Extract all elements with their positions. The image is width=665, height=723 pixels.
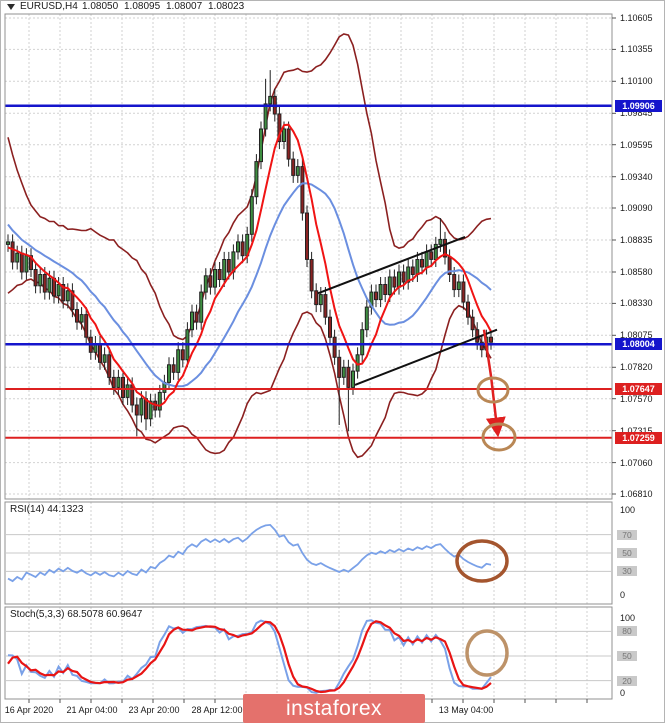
price-tick-label: 1.08330 xyxy=(620,298,653,309)
time-tick-label[interactable]: 21 Apr 04:00 xyxy=(66,705,118,715)
price-tick-label: 1.08580 xyxy=(620,266,653,277)
rsi-line[interactable] xyxy=(7,523,492,583)
price-tick-label: 1.10605 xyxy=(620,13,653,23)
time-tick-label[interactable]: 13 May 04:00 xyxy=(438,705,494,715)
time-tick-label[interactable]: 28 Apr 12:00 xyxy=(191,705,243,715)
quote-close: 1.08023 xyxy=(208,1,245,12)
price-tag-1.09906: 1.09906 xyxy=(615,99,662,112)
rsi-indicator-label: RSI(14) 44.1323 xyxy=(10,504,84,515)
time-tick-label[interactable]: 23 Apr 20:00 xyxy=(128,705,180,715)
rsi-level-label-100: 100 xyxy=(620,505,636,515)
panel-borders xyxy=(4,13,613,700)
trendline-upper[interactable] xyxy=(317,235,466,295)
rsi-level-label-0: 0 xyxy=(620,590,626,600)
price-tick-label: 1.09090 xyxy=(620,203,653,214)
stoch-ellipse[interactable] xyxy=(465,629,509,677)
price-tick-label: 1.07315 xyxy=(620,425,653,436)
rsi-level-chip-70: 70 xyxy=(617,529,637,540)
stoch-level-label-0: 0 xyxy=(620,688,626,698)
rsi-level-lines xyxy=(6,534,611,572)
stoch-level-label-100: 100 xyxy=(620,613,636,623)
price-tick-label: 1.10100 xyxy=(620,76,653,87)
price-tick-label: 1.07060 xyxy=(620,457,653,468)
stoch-indicator-label: Stoch(5,3,3) 68.5078 60.9647 xyxy=(10,609,143,620)
sell-arrow[interactable] xyxy=(482,329,506,438)
quote-low: 1.08007 xyxy=(166,1,203,12)
target-ellipse-2[interactable] xyxy=(481,422,517,452)
quote-open: 1.08050 xyxy=(82,1,119,12)
chart-symbol-title: EURUSD,H4 xyxy=(20,1,78,12)
symbol-collapse-icon[interactable] xyxy=(7,4,15,10)
target-ellipse-1[interactable] xyxy=(476,376,510,404)
stoch-level-chip-50: 50 xyxy=(617,651,637,661)
rsi-level-chip-30: 30 xyxy=(617,566,637,577)
time-tick-label[interactable]: 16 Apr 2020 xyxy=(4,705,54,715)
grid-lines xyxy=(5,14,612,699)
bollinger-upper-band[interactable] xyxy=(7,33,492,341)
price-tag-1.07647: 1.07647 xyxy=(615,383,662,396)
stoch-level-chip-20: 20 xyxy=(617,675,637,686)
stoch-level-lines xyxy=(6,630,611,682)
scale-tick-marks xyxy=(28,17,616,703)
price-tick-label: 1.09845 xyxy=(620,108,653,119)
quote-high: 1.08095 xyxy=(124,1,161,12)
ma-fast-line[interactable] xyxy=(7,123,492,407)
price-tag-1.08004: 1.08004 xyxy=(615,338,662,351)
price-tick-label: 1.09595 xyxy=(620,139,653,150)
price-tick-label: 1.10355 xyxy=(620,44,653,55)
price-tick-label: 1.09340 xyxy=(620,171,653,182)
stoch-d-line[interactable] xyxy=(7,620,492,694)
rsi-level-chip-50: 50 xyxy=(617,548,637,558)
ma-slow-line[interactable] xyxy=(7,182,492,388)
price-tag-1.07259: 1.07259 xyxy=(615,431,662,444)
price-tick-label: 1.07820 xyxy=(620,362,653,373)
rsi-ellipse[interactable] xyxy=(455,539,509,583)
bollinger-lower-band[interactable] xyxy=(7,278,492,459)
stoch-level-chip-80: 80 xyxy=(617,626,637,637)
price-tick-label: 1.06810 xyxy=(620,489,653,499)
instaforex-watermark: instaforex xyxy=(243,694,425,723)
price-tick-label: 1.08075 xyxy=(620,330,653,341)
price-tick-label: 1.08835 xyxy=(620,235,653,245)
chart-titlebar: EURUSD,H4 1.08050 1.08095 1.08007 1.0802… xyxy=(0,0,660,14)
price-tick-label: 1.07570 xyxy=(620,393,653,404)
trendline-lower[interactable] xyxy=(354,328,498,386)
